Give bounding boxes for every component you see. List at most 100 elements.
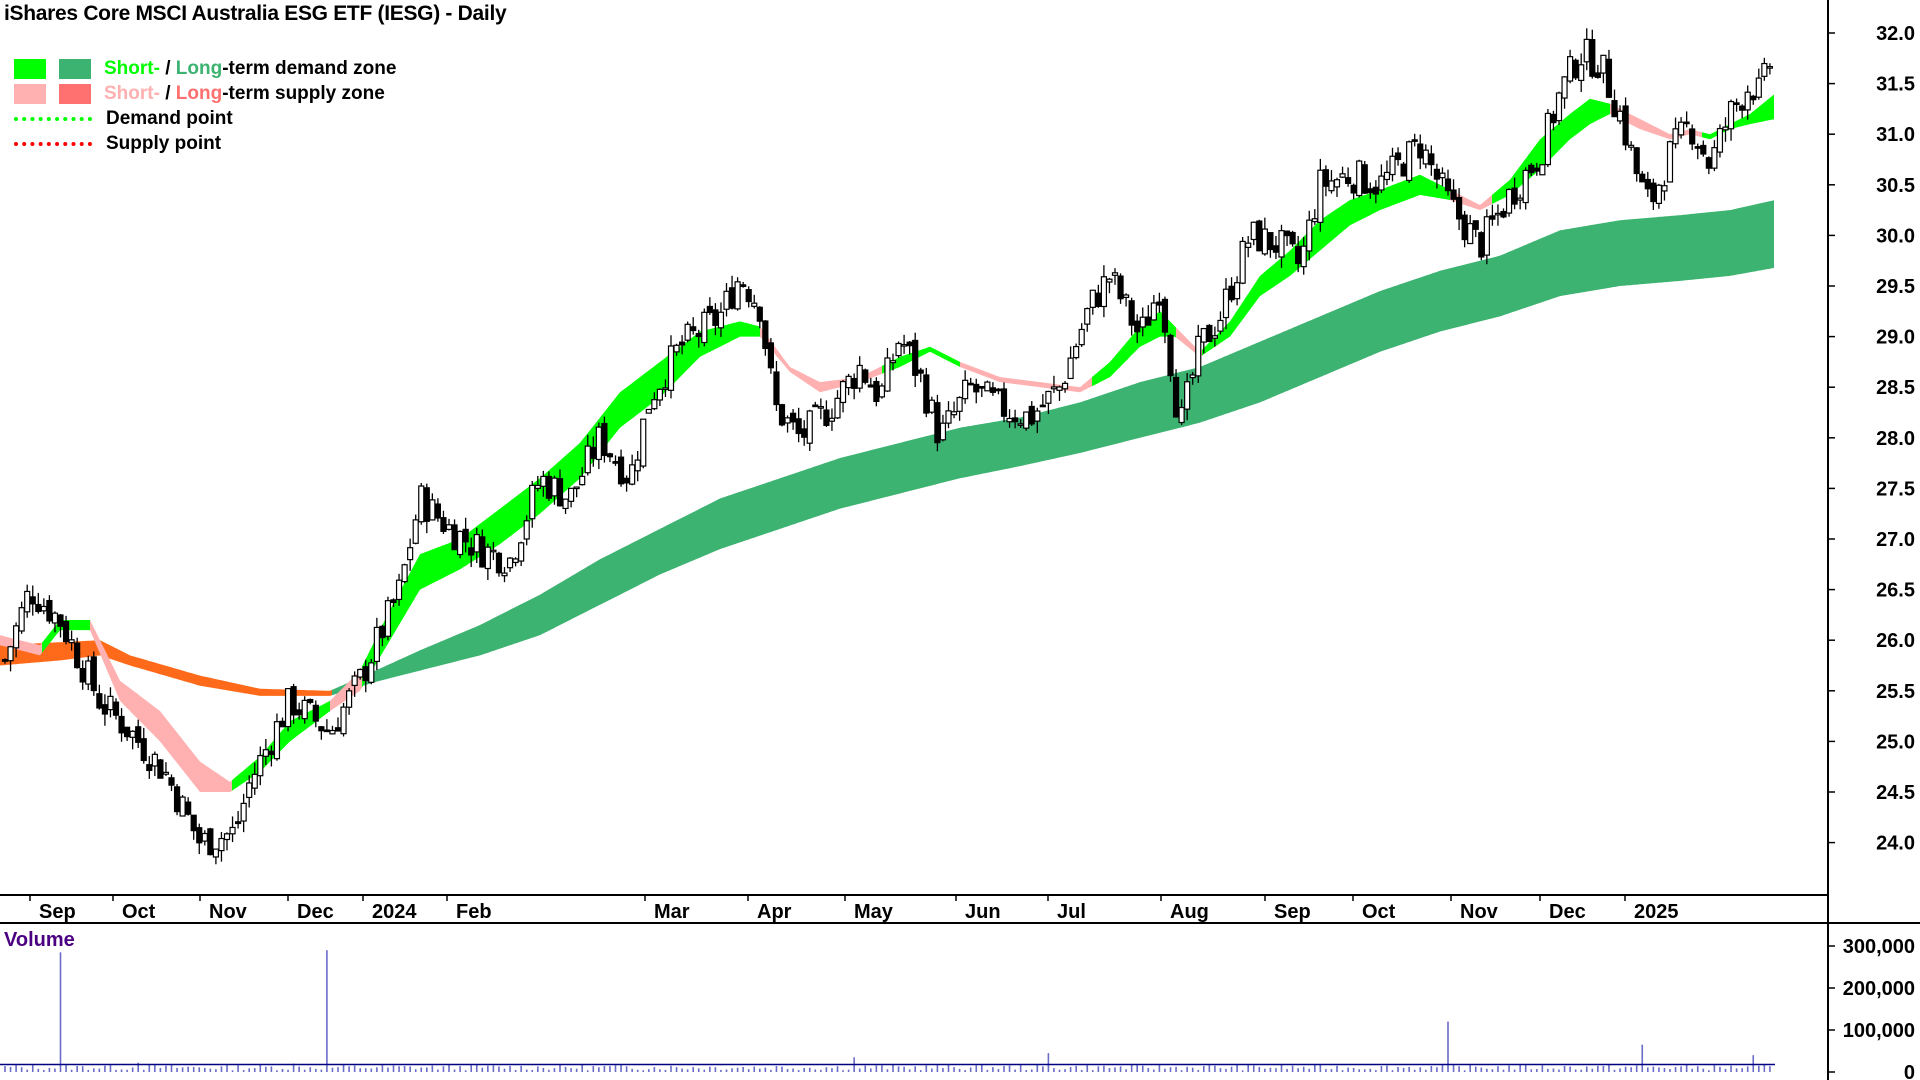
candle-down <box>1028 405 1035 425</box>
candle-down <box>90 656 97 692</box>
price-tick-label: 31.5 <box>1876 74 1915 96</box>
candle-down <box>318 726 325 732</box>
candle-up <box>373 626 380 663</box>
candle-up <box>1711 147 1718 169</box>
date-tick-label: Dec <box>1549 901 1586 923</box>
candle-up <box>262 749 269 757</box>
candle-up <box>107 695 114 711</box>
candle-up <box>501 572 508 577</box>
candle-down <box>1267 232 1274 251</box>
candle-up <box>85 660 92 685</box>
candle-down <box>101 704 109 715</box>
candle-up <box>1744 91 1751 111</box>
candle-down <box>712 309 719 326</box>
candle-down <box>978 385 985 389</box>
candle-down <box>1411 139 1418 142</box>
candle-up <box>473 533 480 553</box>
candle-down <box>1500 210 1507 218</box>
candle-down <box>934 402 941 444</box>
candle-up <box>68 639 75 644</box>
legend-supply-rest: -term supply zone <box>222 82 385 104</box>
candle-down <box>678 341 686 346</box>
date-tick-label: Jun <box>965 901 1001 923</box>
candle-up <box>562 498 569 510</box>
candle-up <box>301 699 308 720</box>
candle-up <box>395 579 403 601</box>
candle-up <box>662 387 669 391</box>
candle-up <box>1217 319 1224 332</box>
candle-down <box>1 659 9 662</box>
candle-down <box>1478 232 1485 258</box>
legend-demand-sep: / <box>159 57 176 79</box>
candle-up <box>429 499 436 521</box>
candle-up <box>645 408 652 414</box>
candle-up <box>723 290 730 310</box>
volume-tick-label: 100,000 <box>1843 1020 1915 1042</box>
date-tick-label: Jul <box>1057 901 1086 923</box>
candle-up <box>24 590 31 613</box>
candle-down <box>1705 157 1712 169</box>
legend-supply-point: Supply point <box>14 131 396 156</box>
candle-up <box>1578 64 1585 82</box>
short-term-zone-band <box>1702 94 1774 140</box>
candle-down <box>756 306 763 322</box>
candle-down <box>1117 275 1124 300</box>
candle-down <box>440 517 447 532</box>
price-tick-label: 24.5 <box>1876 782 1915 804</box>
candle-down <box>168 777 175 786</box>
candle-up <box>1195 335 1202 377</box>
candle-down <box>1622 105 1629 146</box>
volume-tick-label: 200,000 <box>1843 978 1915 1000</box>
candle-up <box>1122 294 1130 298</box>
candle-down <box>823 409 830 426</box>
candle-down <box>973 383 980 393</box>
candle-down <box>1172 376 1180 418</box>
legend-demand-short-text: Short- <box>104 57 160 79</box>
candle-up <box>1494 212 1502 216</box>
legend-demand-long-text: Long <box>175 57 223 79</box>
legend-demand-point-text: Demand point <box>106 107 233 129</box>
candle-up <box>7 646 14 662</box>
candle-down <box>479 536 486 568</box>
candle-down <box>118 715 125 734</box>
candle-up <box>418 485 425 523</box>
candle-down <box>989 387 997 393</box>
candle-down <box>379 625 386 639</box>
short-term-zone-band <box>960 361 1092 393</box>
candle-down <box>423 487 430 522</box>
candle-up <box>1250 221 1257 241</box>
price-tick-label: 27.5 <box>1876 478 1915 500</box>
candle-down <box>173 786 181 813</box>
candle-up <box>445 524 453 531</box>
candle-down <box>1589 39 1596 77</box>
price-tick-label: 29.0 <box>1876 327 1915 349</box>
candle-down <box>1511 187 1518 205</box>
candle-down <box>1256 220 1263 252</box>
candle-up <box>751 302 758 307</box>
date-tick-label: Sep <box>1274 901 1311 923</box>
candle-down <box>451 524 458 551</box>
candle-up <box>1761 62 1768 77</box>
demand-point-line-icon <box>14 116 92 121</box>
candle-up <box>518 542 525 562</box>
candle-down <box>123 726 131 738</box>
candle-down <box>1372 186 1379 195</box>
candle-down <box>545 475 553 499</box>
candle-down <box>767 342 775 369</box>
candle-up <box>1100 276 1108 308</box>
candle-up <box>845 375 852 389</box>
candle-up <box>1311 218 1318 223</box>
candle-down <box>1206 324 1213 343</box>
candle-down <box>290 686 297 716</box>
candle-up <box>1073 345 1080 359</box>
candle-up <box>1333 179 1341 188</box>
candle-down <box>112 701 120 716</box>
candle-up <box>1261 228 1268 255</box>
candle-down <box>196 827 203 844</box>
candle-down <box>1750 95 1757 101</box>
candle-down <box>312 704 319 722</box>
candle-up <box>13 625 20 649</box>
candle-up <box>401 564 408 583</box>
candle-down <box>462 528 469 543</box>
candle-down <box>851 378 858 389</box>
